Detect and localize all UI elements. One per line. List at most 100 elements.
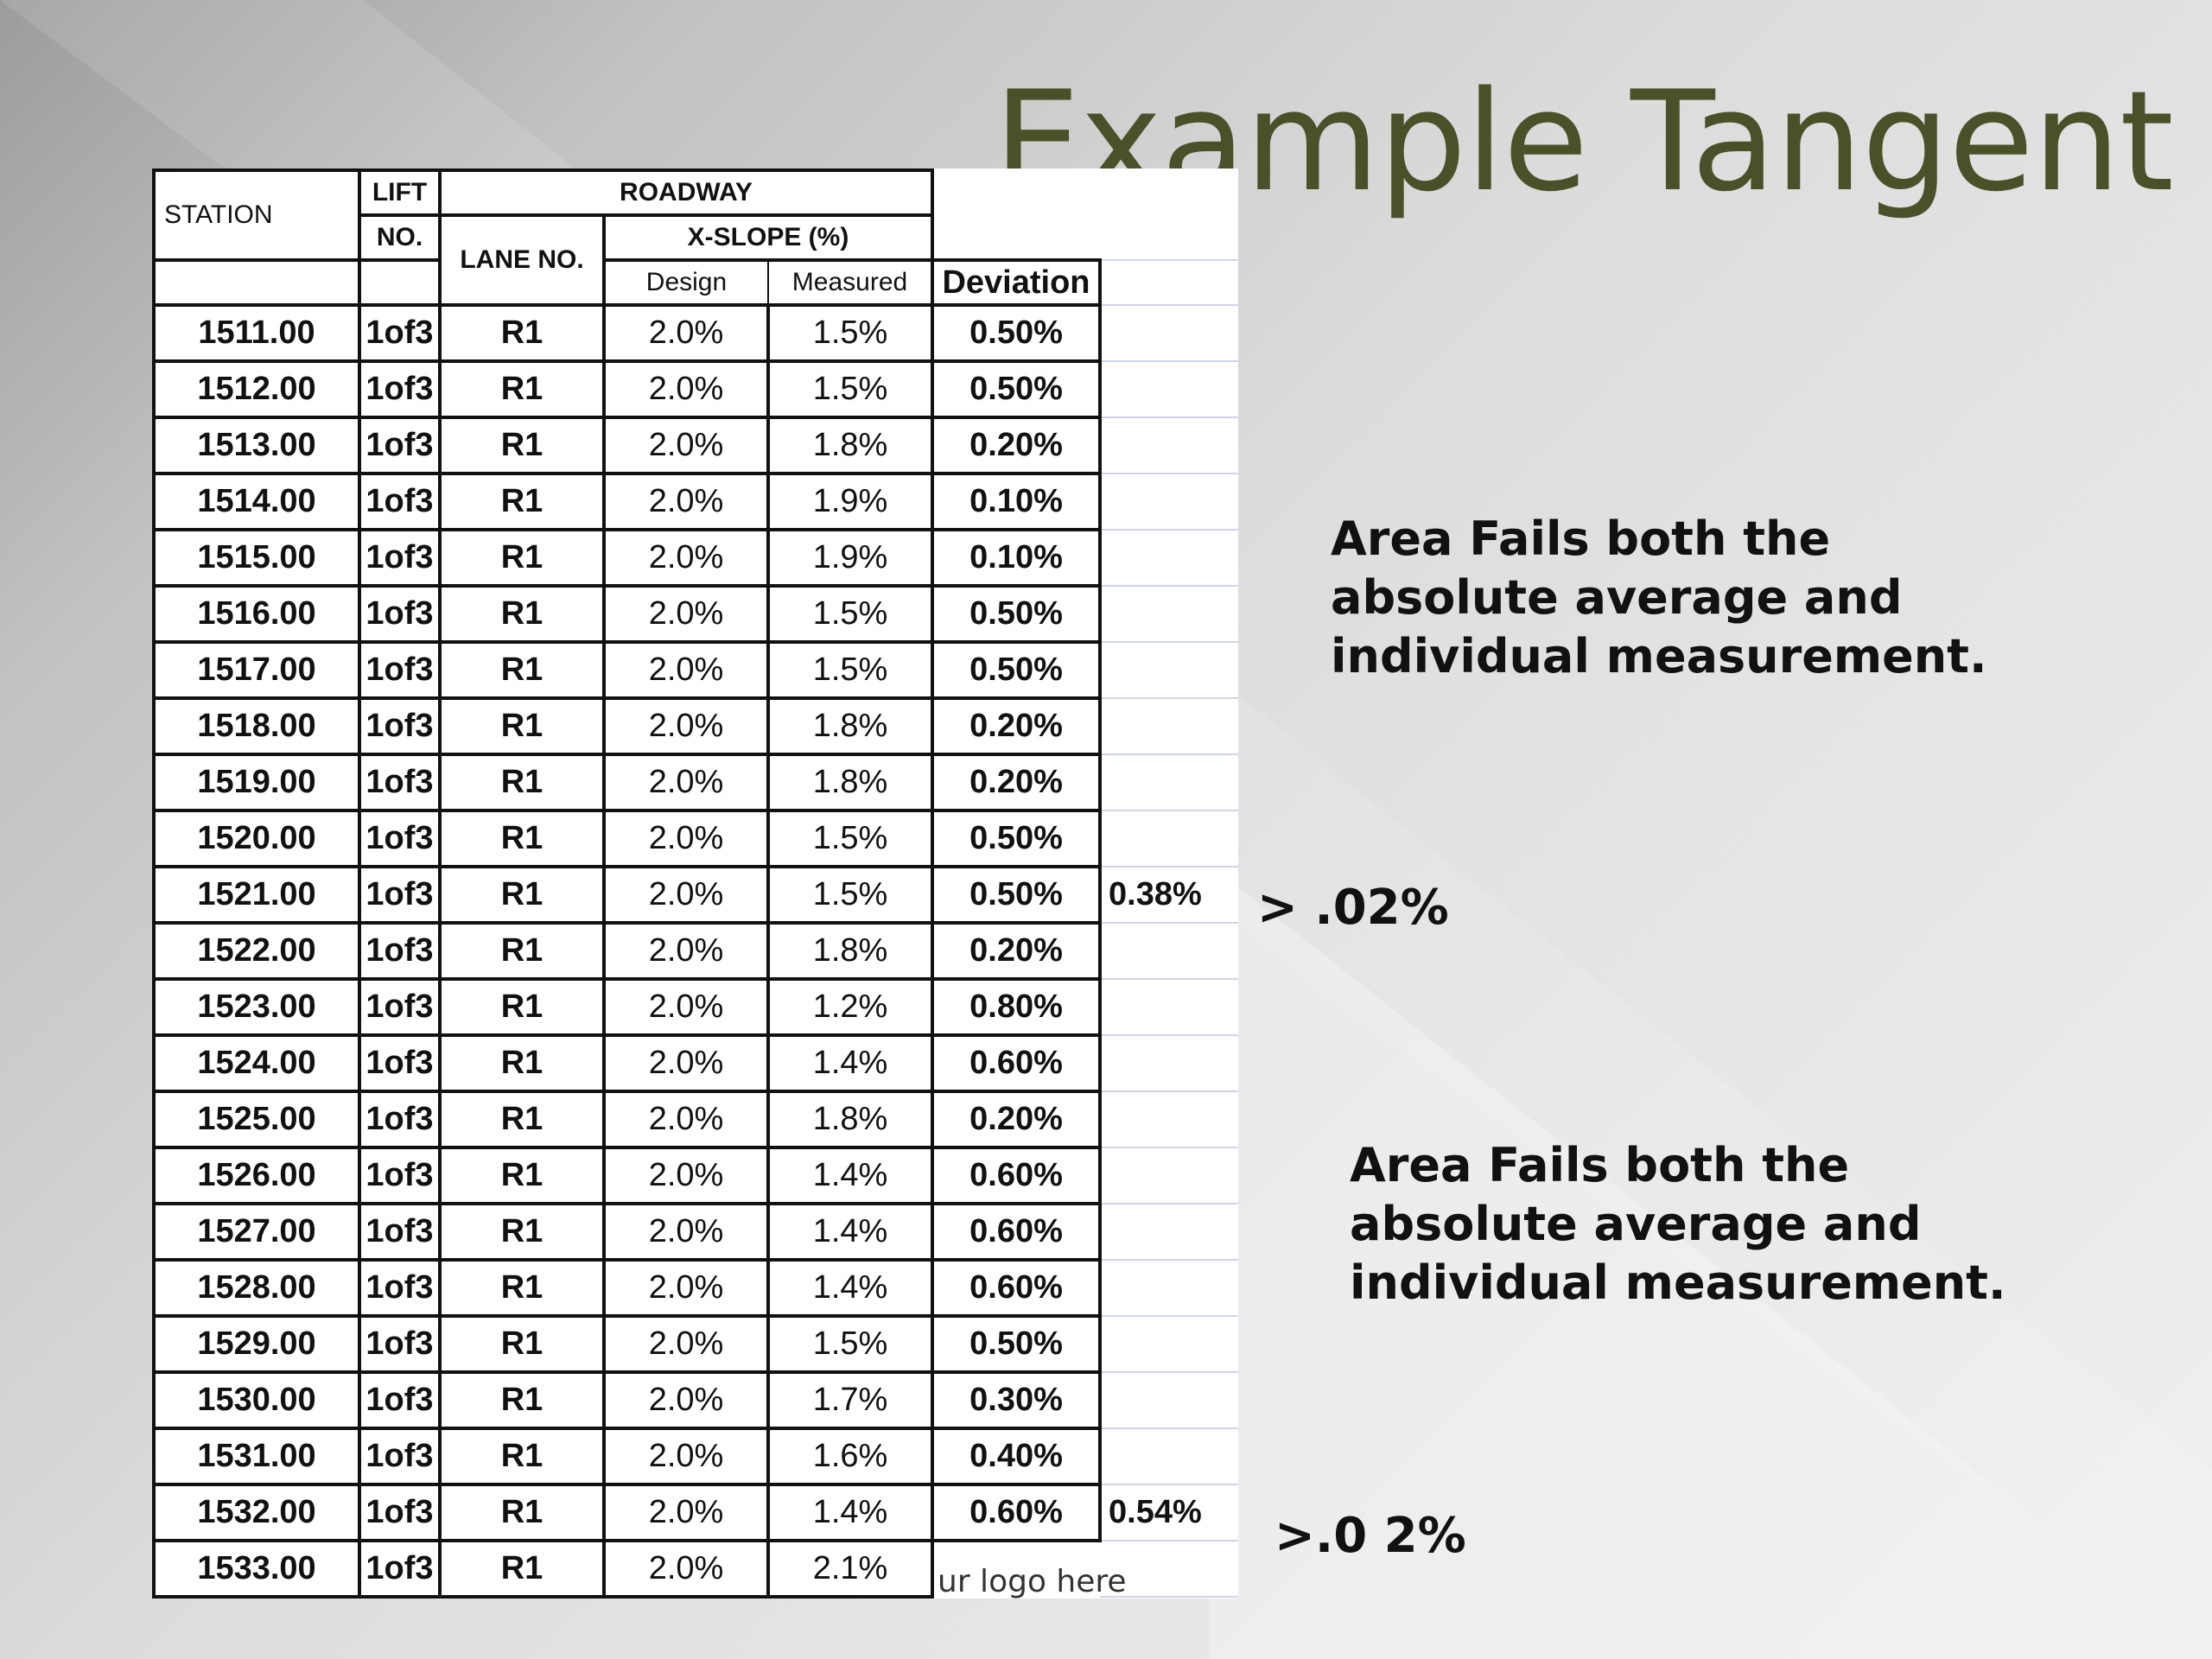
average-cell bbox=[1100, 585, 1238, 643]
table-row: 1519.00 1of3 R1 2.0% 1.8% 0.20% bbox=[152, 753, 1238, 812]
design-cell: 2.0% bbox=[602, 696, 770, 756]
lane-cell: R1 bbox=[438, 696, 606, 756]
design-cell: 2.0% bbox=[602, 753, 770, 812]
average-cell bbox=[1100, 529, 1238, 587]
lift-cell: 1of3 bbox=[358, 640, 442, 700]
deviation-cell: 0.50% bbox=[931, 809, 1102, 868]
station-cell: 1513.00 bbox=[152, 416, 361, 475]
table-row: 1524.00 1of3 R1 2.0% 1.4% 0.60% bbox=[152, 1033, 1238, 1093]
design-cell: 2.0% bbox=[602, 416, 770, 475]
header-station: STATION bbox=[152, 168, 361, 262]
design-cell: 2.0% bbox=[602, 1146, 770, 1205]
table-row: 1528.00 1of3 R1 2.0% 1.4% 0.60% bbox=[152, 1258, 1238, 1318]
design-cell: 2.0% bbox=[602, 472, 770, 531]
table-row: 1532.00 1of3 R1 2.0% 1.4% 0.60% 0.54% bbox=[152, 1483, 1238, 1542]
header-deviation: Deviation bbox=[931, 258, 1102, 307]
measured-cell: 1.5% bbox=[766, 1314, 934, 1374]
header-roadway: ROADWAY bbox=[438, 168, 934, 217]
station-cell: 1515.00 bbox=[152, 528, 361, 588]
table-row: 1516.00 1of3 R1 2.0% 1.5% 0.50% bbox=[152, 584, 1238, 644]
average-cell bbox=[1100, 810, 1238, 868]
average-cell bbox=[1100, 1147, 1238, 1205]
header-lane-no: LANE NO. bbox=[438, 213, 606, 307]
measured-cell: 2.1% bbox=[766, 1539, 934, 1599]
lane-cell: R1 bbox=[438, 1033, 606, 1093]
deviation-cell: 0.50% bbox=[931, 584, 1102, 644]
lift-cell: 1of3 bbox=[358, 1370, 442, 1430]
deviation-cell: 0.60% bbox=[931, 1146, 1102, 1205]
design-cell: 2.0% bbox=[602, 640, 770, 700]
table-row: 1522.00 1of3 R1 2.0% 1.8% 0.20% bbox=[152, 921, 1238, 981]
design-cell: 2.0% bbox=[602, 528, 770, 588]
annotation-bottom-threshold: >.0 2% bbox=[1274, 1508, 1466, 1564]
station-cell: 1519.00 bbox=[152, 753, 361, 812]
average-cell bbox=[1100, 1371, 1238, 1429]
design-cell: 2.0% bbox=[602, 977, 770, 1037]
average-cell bbox=[1100, 1034, 1238, 1092]
table-row: 1527.00 1of3 R1 2.0% 1.4% 0.60% bbox=[152, 1202, 1238, 1262]
deviation-cell: 0.30% bbox=[931, 1370, 1102, 1430]
station-cell: 1523.00 bbox=[152, 977, 361, 1037]
design-cell: 2.0% bbox=[602, 921, 770, 981]
station-cell: 1516.00 bbox=[152, 584, 361, 644]
deviation-cell: 0.60% bbox=[931, 1483, 1102, 1542]
lift-cell: 1of3 bbox=[358, 1314, 442, 1374]
lift-cell: 1of3 bbox=[358, 1258, 442, 1318]
table-row: 1518.00 1of3 R1 2.0% 1.8% 0.20% bbox=[152, 696, 1238, 756]
lift-cell: 1of3 bbox=[358, 1483, 442, 1542]
lane-cell: R1 bbox=[438, 1539, 606, 1599]
measured-cell: 1.9% bbox=[766, 528, 934, 588]
average-cell: 0.38% bbox=[1100, 866, 1238, 924]
average-cell bbox=[1100, 473, 1238, 531]
average-cell bbox=[1100, 1090, 1238, 1148]
lift-cell: 1of3 bbox=[358, 753, 442, 812]
table-row: 1515.00 1of3 R1 2.0% 1.9% 0.10% bbox=[152, 528, 1238, 588]
average-cell bbox=[1100, 304, 1238, 362]
lane-cell: R1 bbox=[438, 1370, 606, 1430]
table-row: 1514.00 1of3 R1 2.0% 1.9% 0.10% bbox=[152, 472, 1238, 531]
header-lift: LIFT bbox=[358, 168, 442, 217]
lane-cell: R1 bbox=[438, 753, 606, 812]
station-cell: 1518.00 bbox=[152, 696, 361, 756]
lift-cell: 1of3 bbox=[358, 416, 442, 475]
design-cell: 2.0% bbox=[602, 584, 770, 644]
deviation-cell: 0.60% bbox=[931, 1033, 1102, 1093]
lift-cell: 1of3 bbox=[358, 359, 442, 419]
header-design: Design bbox=[603, 259, 769, 306]
average-cell bbox=[1100, 697, 1238, 755]
table-row: 1512.00 1of3 R1 2.0% 1.5% 0.50% bbox=[152, 359, 1238, 419]
table-row: 1521.00 1of3 R1 2.0% 1.5% 0.50% 0.38% bbox=[152, 865, 1238, 925]
header-lift-no: NO. bbox=[358, 213, 442, 262]
lane-cell: R1 bbox=[438, 1090, 606, 1149]
average-cell bbox=[1100, 416, 1238, 474]
station-cell: 1512.00 bbox=[152, 359, 361, 419]
deviation-cell: 0.10% bbox=[931, 528, 1102, 588]
lift-cell: 1of3 bbox=[358, 921, 442, 981]
table-row: 1523.00 1of3 R1 2.0% 1.2% 0.80% bbox=[152, 977, 1238, 1037]
average-cell bbox=[1100, 1540, 1238, 1598]
measured-cell: 1.5% bbox=[766, 359, 934, 419]
lane-cell: R1 bbox=[438, 977, 606, 1037]
design-cell: 2.0% bbox=[602, 1033, 770, 1093]
annotation-top-note: Area Fails both the absolute average and… bbox=[1331, 512, 1987, 683]
lane-cell: R1 bbox=[438, 359, 606, 419]
lift-cell: 1of3 bbox=[358, 865, 442, 925]
measured-cell: 1.5% bbox=[766, 584, 934, 644]
deviation-cell: 0.50% bbox=[931, 640, 1102, 700]
design-cell: 2.0% bbox=[602, 809, 770, 868]
logo-placeholder-text: ur logo here bbox=[938, 1564, 1127, 1599]
lane-cell: R1 bbox=[438, 921, 606, 981]
measured-cell: 1.4% bbox=[766, 1033, 934, 1093]
lift-cell: 1of3 bbox=[358, 696, 442, 756]
average-cell bbox=[1100, 1315, 1238, 1373]
average-cell bbox=[1100, 1203, 1238, 1261]
station-cell: 1530.00 bbox=[152, 1370, 361, 1430]
measured-cell: 1.2% bbox=[766, 977, 934, 1037]
measured-cell: 1.8% bbox=[766, 696, 934, 756]
spreadsheet-table-container: STATION LIFT ROADWAY NO. LANE NO. X-SLOP… bbox=[152, 168, 1238, 1599]
measured-cell: 1.9% bbox=[766, 472, 934, 531]
average-cell bbox=[1100, 641, 1238, 699]
station-cell: 1520.00 bbox=[152, 809, 361, 868]
lane-cell: R1 bbox=[438, 528, 606, 588]
station-cell: 1533.00 bbox=[152, 1539, 361, 1599]
